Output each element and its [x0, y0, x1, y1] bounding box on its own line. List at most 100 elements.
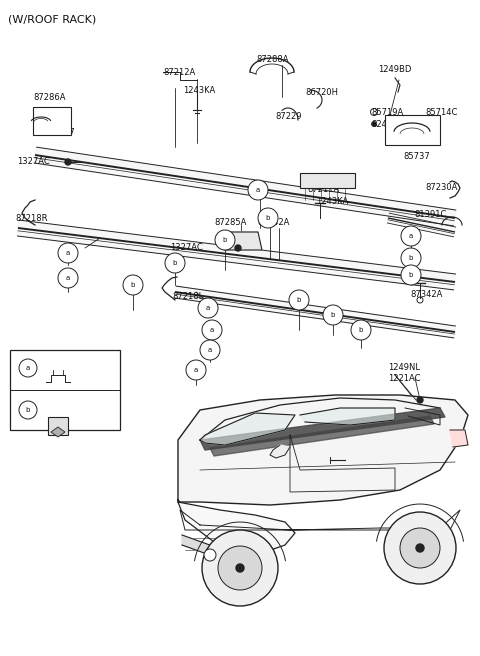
Polygon shape: [300, 408, 395, 425]
Text: b: b: [26, 407, 30, 413]
Text: 86725B: 86725B: [41, 407, 73, 415]
Text: 1327AC: 1327AC: [17, 157, 50, 166]
Text: 87288A: 87288A: [256, 55, 288, 64]
Polygon shape: [387, 213, 456, 237]
Text: 86725C: 86725C: [41, 365, 73, 373]
Circle shape: [123, 275, 143, 295]
Text: a: a: [256, 187, 260, 193]
Text: 85719A: 85719A: [371, 108, 403, 117]
Text: 86725C: 86725C: [88, 365, 120, 374]
Text: b: b: [297, 297, 301, 303]
Circle shape: [186, 360, 206, 380]
Text: a: a: [208, 347, 212, 353]
Bar: [48, 417, 68, 435]
Text: 87342A: 87342A: [410, 290, 443, 299]
Polygon shape: [178, 502, 295, 552]
Circle shape: [218, 546, 262, 590]
Text: 86720H: 86720H: [305, 88, 338, 97]
Text: 1243KA: 1243KA: [183, 86, 215, 95]
Circle shape: [248, 180, 268, 200]
Circle shape: [202, 320, 222, 340]
Text: 1327AC: 1327AC: [170, 243, 203, 252]
Polygon shape: [450, 430, 468, 447]
Polygon shape: [210, 416, 434, 456]
Text: b: b: [331, 312, 335, 318]
Circle shape: [58, 243, 78, 263]
Text: 1249NL: 1249NL: [388, 363, 420, 372]
Text: 87230A: 87230A: [425, 183, 457, 192]
Text: a: a: [409, 233, 413, 239]
Polygon shape: [200, 408, 445, 450]
Text: b: b: [409, 255, 413, 261]
Circle shape: [204, 549, 216, 561]
Circle shape: [372, 121, 376, 127]
Circle shape: [235, 245, 241, 251]
Bar: [10, 350, 120, 430]
Circle shape: [323, 305, 343, 325]
Text: 87287A: 87287A: [388, 128, 420, 137]
Text: b: b: [266, 215, 270, 221]
Text: 87218R: 87218R: [15, 214, 48, 223]
Polygon shape: [270, 445, 290, 458]
Circle shape: [400, 528, 440, 568]
Circle shape: [58, 268, 78, 288]
Bar: [385, 115, 440, 145]
Text: (W/ROOF RACK): (W/ROOF RACK): [8, 14, 96, 24]
Circle shape: [351, 320, 371, 340]
Polygon shape: [182, 535, 218, 558]
Circle shape: [417, 297, 423, 303]
Circle shape: [371, 108, 377, 115]
Circle shape: [202, 530, 278, 606]
Polygon shape: [224, 232, 262, 250]
Bar: [33, 107, 71, 135]
Polygon shape: [220, 540, 265, 558]
Polygon shape: [200, 413, 295, 445]
Text: 85714C: 85714C: [425, 108, 457, 117]
Text: 1221AC: 1221AC: [388, 374, 420, 383]
Text: 87286A: 87286A: [33, 93, 65, 102]
Circle shape: [289, 290, 309, 310]
Text: a: a: [66, 250, 70, 256]
Text: b: b: [223, 237, 227, 243]
Circle shape: [215, 230, 235, 250]
Text: b: b: [359, 327, 363, 333]
Circle shape: [200, 340, 220, 360]
Circle shape: [65, 159, 71, 165]
Polygon shape: [178, 395, 468, 505]
Circle shape: [384, 512, 456, 584]
Text: 82423A: 82423A: [371, 120, 403, 129]
Text: 1243KA: 1243KA: [316, 197, 348, 206]
Text: a: a: [66, 275, 70, 281]
Polygon shape: [174, 286, 456, 338]
Text: a: a: [194, 367, 198, 373]
Polygon shape: [17, 220, 456, 290]
Text: 86725B: 86725B: [88, 413, 120, 422]
Circle shape: [258, 208, 278, 228]
Circle shape: [236, 564, 244, 572]
Circle shape: [165, 253, 185, 273]
Circle shape: [401, 265, 421, 285]
Text: 87229: 87229: [275, 112, 301, 121]
Text: 87212A: 87212A: [163, 68, 195, 77]
Text: 87285A: 87285A: [214, 218, 246, 227]
Circle shape: [19, 359, 37, 377]
Text: 87211A: 87211A: [307, 185, 339, 194]
Text: b: b: [173, 260, 177, 266]
Text: 87218L: 87218L: [172, 292, 203, 301]
Polygon shape: [51, 427, 65, 437]
Bar: [300, 173, 355, 188]
Text: 85737: 85737: [48, 128, 75, 137]
Circle shape: [401, 226, 421, 246]
Text: 85737: 85737: [403, 152, 430, 161]
Circle shape: [416, 544, 424, 552]
Text: b: b: [131, 282, 135, 288]
Text: 1249BD: 1249BD: [378, 65, 411, 74]
Text: 81391C: 81391C: [414, 210, 446, 219]
Text: a: a: [206, 305, 210, 311]
Text: 87342A: 87342A: [257, 218, 289, 227]
Circle shape: [198, 298, 218, 318]
Circle shape: [19, 401, 37, 419]
Polygon shape: [34, 147, 456, 226]
Text: b: b: [409, 272, 413, 278]
Text: a: a: [210, 327, 214, 333]
